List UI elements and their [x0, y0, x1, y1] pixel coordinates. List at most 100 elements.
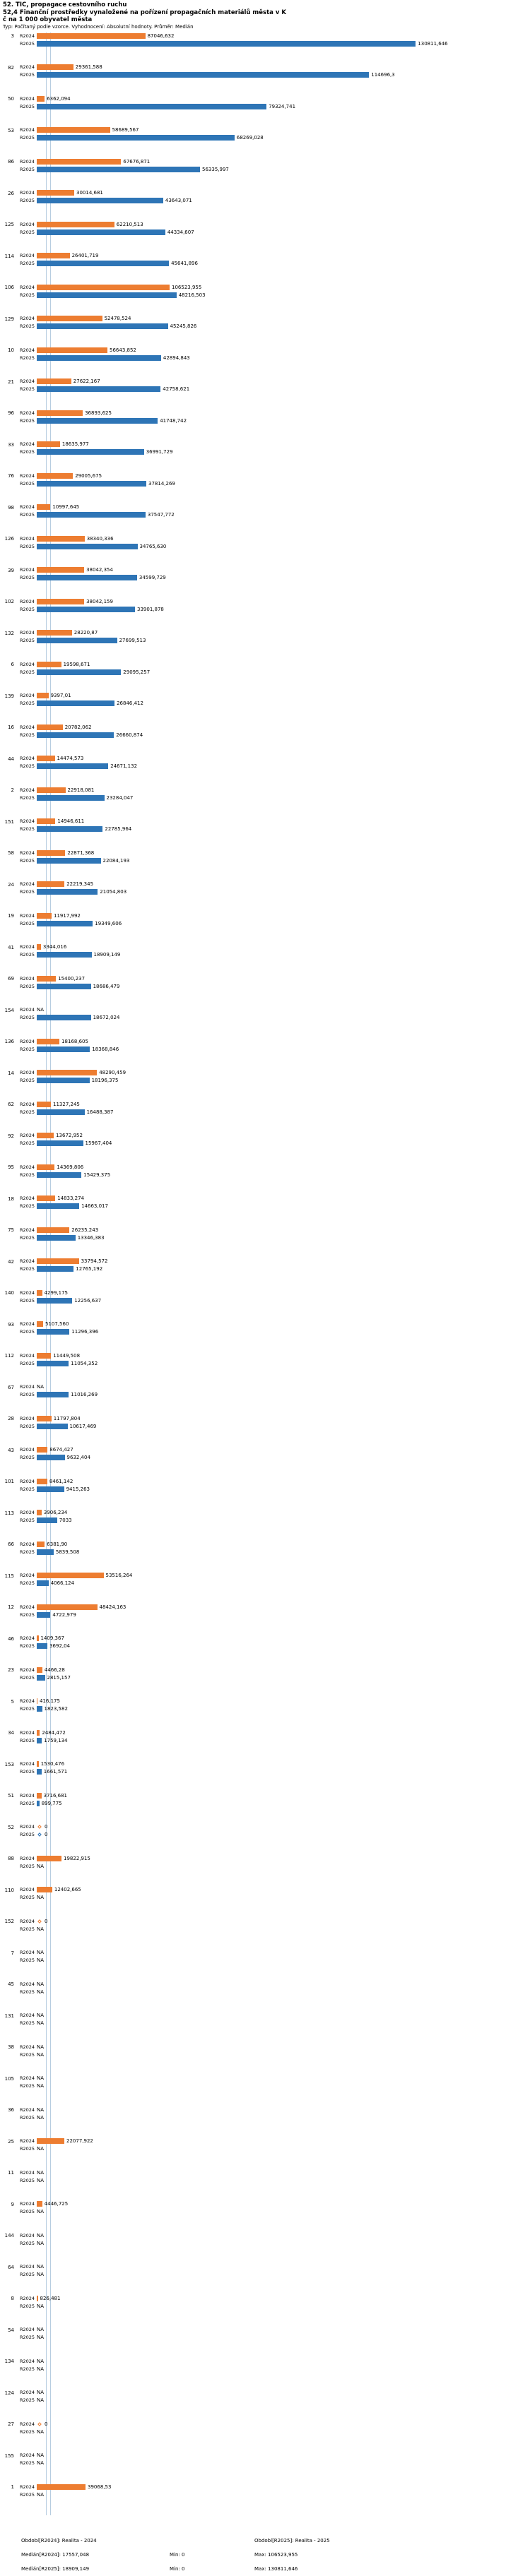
series-label: R2024 — [20, 316, 35, 321]
row-id: 50 — [8, 96, 14, 102]
bar-line-r2024: R2024 4446,725 — [20, 2201, 530, 2207]
bar-line-r2024: R2024 14474,573 — [20, 756, 530, 762]
bar-2024 — [37, 818, 56, 824]
bar-value: 15429,375 — [83, 1171, 111, 1178]
bar-line-r2025: R2025 NA — [20, 2428, 530, 2435]
chart-row: 82 R2024 29361,588 R2025 114696,3 — [0, 64, 530, 96]
series-label: R2025 — [20, 417, 35, 424]
value-na: NA — [37, 2303, 45, 2309]
series-label: R2024 — [20, 2169, 35, 2176]
value-na: NA — [37, 2358, 45, 2364]
bar-2024 — [37, 535, 85, 542]
bar-value: 22077,922 — [66, 2138, 93, 2144]
bar-value: 114696,3 — [371, 72, 395, 78]
bar-line-r2024: R2024 6362,094 — [20, 95, 530, 102]
series-label: R2025 — [20, 1895, 35, 1900]
bar-2025 — [37, 1643, 48, 1649]
series-label: R2025 — [20, 166, 35, 172]
bar-2024 — [37, 64, 73, 70]
footer-stats-2025-row: Medián[R2025]: 18909,149 Min: 0 Max: 130… — [21, 2562, 524, 2576]
bar-2024 — [37, 1541, 45, 1547]
bar-2025 — [37, 40, 416, 47]
series-label: R2025 — [20, 794, 35, 801]
bar-line-r2025: R2025 NA — [20, 2460, 530, 2467]
series-label: R2025 — [20, 229, 35, 235]
bar-2024 — [37, 1604, 98, 1610]
bar-value: 0 — [45, 1918, 48, 1924]
series-label: R2024 — [20, 347, 35, 353]
bar-2025 — [37, 386, 161, 392]
bar-line-r2025: R2025 36991,729 — [20, 449, 530, 455]
series-label: R2025 — [20, 2114, 35, 2121]
bar-line-r2025: R2025 NA — [20, 2114, 530, 2121]
bar-2025 — [37, 166, 200, 172]
value-na: NA — [37, 2075, 45, 2081]
series-label: R2025 — [20, 1046, 35, 1052]
series-label: R2025 — [20, 2083, 35, 2089]
series-label: R2025 — [20, 323, 35, 329]
bar-2025 — [37, 449, 144, 455]
row-id: 64 — [8, 2264, 14, 2270]
chart-row: 26 R2024 30014,681 R2025 43643,071 — [0, 190, 530, 222]
bar-2025 — [37, 1046, 90, 1052]
bar-value: 9397,01 — [50, 693, 71, 698]
bar-value: 11449,508 — [53, 1352, 81, 1359]
bar-2024 — [37, 1887, 52, 1892]
chart-row: 11 R2024 NA R2025 NA — [0, 2169, 530, 2201]
row-id: 27 — [8, 2421, 14, 2427]
chart-row: 24 R2024 22219,345 R2025 21054,803 — [0, 881, 530, 913]
bar-chart: 3 R2024 87046,632 R2025 130811,646 82 R2024 293… — [0, 32, 530, 2515]
row-id: 25 — [8, 2138, 14, 2145]
value-na: NA — [37, 2232, 45, 2238]
bar-2025 — [37, 1455, 65, 1460]
bar-line-r2024: R2024 11327,245 — [20, 1101, 530, 1107]
bar-2025 — [37, 229, 165, 235]
row-id: 86 — [8, 159, 14, 165]
series-label: R2024 — [20, 1950, 35, 1955]
bar-2025 — [37, 1171, 82, 1178]
row-id: 58 — [8, 850, 14, 856]
chart-row: 64 R2024 NA R2025 NA — [0, 2264, 530, 2296]
bar-line-r2025: R2025 9632,404 — [20, 1455, 530, 1461]
series-label: R2025 — [20, 543, 35, 549]
bar-line-r2024: R2024 4466,28 — [20, 1666, 530, 1673]
value-na: NA — [37, 2177, 45, 2183]
series-label: R2024 — [20, 630, 35, 636]
series-label: R2024 — [20, 567, 35, 573]
series-label: R2025 — [20, 1203, 35, 1209]
series-label: R2024 — [20, 724, 35, 730]
row-id: 34 — [8, 1730, 14, 1736]
row-id: 136 — [4, 1039, 14, 1044]
bar-line-r2025: R2025 22785,964 — [20, 826, 530, 833]
bar-line-r2025: R2025 42894,843 — [20, 354, 530, 361]
footer-median-2025: Medián[R2025]: 18909,149 — [21, 2566, 90, 2572]
series-label: R2025 — [20, 2020, 35, 2026]
bar-2025 — [37, 1140, 83, 1146]
series-label: R2025 — [20, 920, 35, 926]
bar-2024 — [37, 1635, 39, 1641]
bar-2024 — [37, 1666, 42, 1673]
series-label: R2025 — [20, 1737, 35, 1743]
series-label: R2024 — [20, 504, 35, 510]
bar-value: 1823,582 — [44, 1706, 68, 1712]
value-na: NA — [37, 2020, 45, 2026]
bar-line-r2024: R2024 NA — [20, 2169, 530, 2176]
bar-line-r2024: R2024 6381,90 — [20, 1541, 530, 1547]
bar-line-r2024: R2024 14946,611 — [20, 818, 530, 825]
series-label: R2025 — [20, 1109, 35, 1115]
bar-value: 29361,588 — [75, 64, 102, 70]
bar-2024 — [37, 912, 52, 919]
chart-row: 69 R2024 15400,237 R2025 18686,479 — [0, 975, 530, 1007]
series-label: R2025 — [20, 2209, 35, 2214]
value-na: NA — [37, 2146, 45, 2152]
value-na: NA — [37, 2428, 45, 2435]
row-id: 42 — [8, 1258, 14, 1265]
bar-value: 19349,606 — [95, 920, 122, 926]
bar-line-r2024: R2024 48424,163 — [20, 1604, 530, 1610]
bar-line-r2024: R2024 3344,016 — [20, 944, 530, 950]
zero-marker — [37, 1832, 42, 1837]
series-label: R2024 — [20, 881, 35, 887]
row-id: 24 — [8, 881, 14, 888]
bar-2025 — [37, 1297, 73, 1304]
bar-line-r2024: R2024 58689,567 — [20, 127, 530, 133]
